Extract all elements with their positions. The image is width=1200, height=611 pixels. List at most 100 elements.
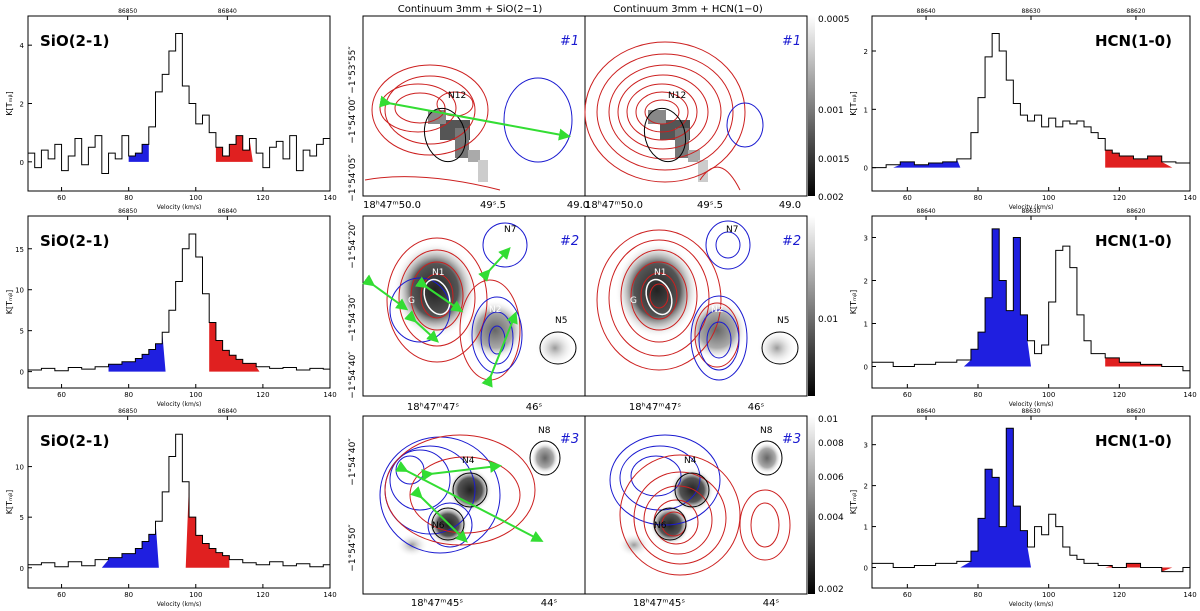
freq-tick-label: 88630 <box>1021 408 1040 415</box>
label-n1-hcn: N1 <box>654 268 666 278</box>
hcn-blue-contours-3 <box>609 434 721 526</box>
x-tick-label: 60 <box>903 194 912 202</box>
spectrum-line <box>28 433 331 568</box>
outflow-arrow-3b <box>410 486 468 543</box>
freq-tick-label: 88630 <box>1021 8 1040 15</box>
y-tick-label: 4 <box>20 42 25 50</box>
label-n8-sio: N8 <box>538 426 551 436</box>
blue-wing <box>893 158 961 168</box>
label-n12-hcn: N12 <box>668 91 686 101</box>
ra-tick-1c: 49.0 <box>567 200 589 211</box>
x-axis-label: Velocity (km/s) <box>1009 601 1054 608</box>
y-axis-label: K[Tₘᵦ] <box>5 91 14 116</box>
freq-tick-label: 86840 <box>218 408 237 415</box>
cbar2-a: 0.01 <box>818 315 838 325</box>
x-tick-label: 60 <box>903 391 912 399</box>
x-tick-label: 120 <box>256 591 269 599</box>
map-id-3a: #3 <box>560 432 579 447</box>
colorbar-3 <box>808 416 815 594</box>
cbar1-a: 0.0005 <box>818 15 850 25</box>
map-id-2b: #2 <box>782 234 801 249</box>
line-label: SiO(2-1) <box>40 432 110 450</box>
y-tick-label: 0 <box>20 565 24 573</box>
x-tick-label: 60 <box>57 391 66 399</box>
x-axis-label: Velocity (km/s) <box>157 401 202 408</box>
freq-tick-label: 88620 <box>1126 8 1145 15</box>
hcn-red-contours-2 <box>596 229 740 371</box>
red-wing <box>215 132 253 162</box>
x-tick-label: 100 <box>1042 194 1055 202</box>
freq-tick-label: 88630 <box>1021 208 1040 215</box>
x-tick-label: 120 <box>1113 194 1126 202</box>
y-tick-label: 5 <box>20 328 24 336</box>
y-tick-label: 0 <box>864 565 868 573</box>
left-spectrum-panel-1: 60 80 100 120 140 0 2 4 86850 86840 Velocity (km/s… <box>5 8 337 211</box>
red-wing <box>1105 563 1173 572</box>
y-tick-label: 3 <box>864 235 868 243</box>
x-tick-label: 120 <box>1113 591 1126 599</box>
freq-tick-label: 88640 <box>917 8 936 15</box>
label-n2-sio: N2 <box>489 305 501 315</box>
label-n6-hcn: N6 <box>654 521 667 531</box>
red-wing <box>1105 138 1173 168</box>
left-spectrum-panel-2: 60 80 100 120 140 0 5 10 15 86850 86840 Velocity (k… <box>5 208 337 408</box>
x-tick-label: 140 <box>1183 194 1196 202</box>
left-spectrum-panel-3: 60 80 100 120 140 0 5 10 86850 86840 Velocity (km/… <box>5 408 337 608</box>
hcn-red-contours <box>584 41 746 191</box>
dec-tick-1c: −1°54″05″ <box>348 154 358 202</box>
ra-tick-3c: 18ʰ47ᵐ45ˢ <box>633 598 685 609</box>
spectrum-line <box>872 427 1191 573</box>
y-axis-label: K[Tₘᵦ] <box>849 290 858 315</box>
colorbar-1 <box>808 16 815 196</box>
right-spectrum-panel-3: 60 80 100 120 140 0 1 2 3 88640 88630 88620 Velocity… <box>849 408 1197 608</box>
y-tick-label: 2 <box>864 278 868 286</box>
x-tick-label: 140 <box>1183 591 1196 599</box>
spectrum-line <box>28 233 331 372</box>
map-panel-1: N12 #1 N12 #1 −1°53″55″ −1°54″00″ −1°54″… <box>348 15 850 211</box>
y-tick-label: 0 <box>864 364 868 372</box>
freq-tick-label: 86850 <box>118 208 137 215</box>
red-wing <box>185 481 230 568</box>
freq-tick-label: 88620 <box>1126 208 1145 215</box>
y-tick-label: 2 <box>864 483 868 491</box>
x-axis-label: Velocity (km/s) <box>157 204 202 211</box>
ra-tick-1d: 18ʰ47ᵐ50.0 <box>585 200 643 211</box>
x-axis-label: Velocity (km/s) <box>1009 401 1054 408</box>
label-n1-sio: N1 <box>432 268 444 278</box>
ra-tick-2d: 46ˢ <box>748 402 765 413</box>
x-tick-label: 120 <box>256 391 269 399</box>
label-n12-sio: N12 <box>448 91 466 101</box>
outflow-arrow-3c <box>421 460 502 481</box>
map-id-2a: #2 <box>560 234 579 249</box>
y-tick-label: 1 <box>864 321 868 329</box>
hcn-red-contours-3 <box>619 454 791 576</box>
dec-tick-2c: −1°54″40″ <box>348 351 358 399</box>
x-tick-label: 80 <box>124 194 133 202</box>
x-tick-label: 100 <box>189 591 202 599</box>
line-label: HCN(1-0) <box>1095 232 1172 250</box>
x-tick-label: 120 <box>256 194 269 202</box>
dec-tick-1a: −1°53″55″ <box>348 46 358 94</box>
x-tick-label: 60 <box>57 591 66 599</box>
y-tick-label: 0 <box>864 165 868 173</box>
cbar3-c: 0.006 <box>818 473 844 483</box>
map-id-1b: #1 <box>782 34 801 49</box>
ra-tick-3d: 44ˢ <box>763 598 780 609</box>
outflow-arrow-3a <box>395 460 544 542</box>
ra-tick-1e: 49ˢ.5 <box>697 200 723 211</box>
map-panel-3: N4 N6 N8 #3 N4 N6 N8 #3 −1°54″40″ −1°54″… <box>348 415 844 609</box>
x-axis-label: Velocity (km/s) <box>157 601 202 608</box>
freq-tick-label: 86840 <box>218 8 237 15</box>
x-tick-label: 140 <box>323 194 336 202</box>
y-axis-label: K[Tₘᵦ] <box>849 490 858 515</box>
label-g-hcn: G <box>630 296 637 306</box>
map-id-3b: #3 <box>782 432 801 447</box>
blue-wing <box>101 521 159 568</box>
cbar1-b: 0.001 <box>818 106 844 116</box>
outflow-arrow-2c <box>404 310 439 343</box>
label-n7-sio: N7 <box>504 225 516 235</box>
ra-tick-3b: 44ˢ <box>541 598 558 609</box>
x-tick-label: 100 <box>1042 391 1055 399</box>
